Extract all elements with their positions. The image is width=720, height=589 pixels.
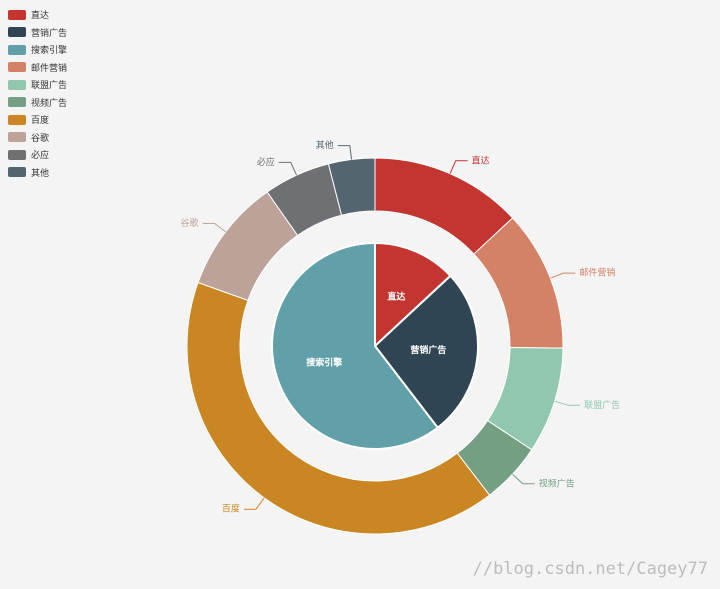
legend-label: 联盟广告	[31, 81, 68, 92]
legend-item[interactable]: 百度	[8, 111, 67, 129]
outer-slice-label: 联盟广告	[584, 399, 620, 411]
legend-item[interactable]: 谷歌	[8, 129, 67, 147]
legend-item[interactable]: 直达	[8, 6, 67, 24]
chart-legend: 直达营销广告搜索引擎邮件营销联盟广告视频广告百度谷歌必应其他	[8, 6, 67, 181]
legend-swatch	[8, 114, 26, 125]
legend-item[interactable]: 邮件营销	[8, 59, 67, 77]
legend-label: 邮件营销	[31, 63, 68, 74]
legend-item[interactable]: 营销广告	[8, 24, 67, 42]
watermark: //blog.csdn.net/Cagey77	[472, 559, 708, 579]
inner-slice-label: 直达	[387, 290, 405, 302]
legend-swatch	[8, 27, 26, 38]
legend-swatch	[8, 132, 26, 143]
legend-label: 视频广告	[31, 98, 68, 109]
outer-slice-label: 百度	[222, 503, 240, 515]
legend-item[interactable]: 其他	[8, 164, 67, 182]
inner-slice[interactable]	[271, 241, 440, 450]
legend-swatch	[8, 9, 26, 20]
legend-label: 百度	[31, 116, 50, 127]
legend-swatch	[8, 149, 26, 160]
label-leader-line	[554, 400, 581, 406]
outer-slice-label: 直达	[472, 154, 490, 166]
inner-slice-label: 营销广告	[410, 344, 446, 356]
label-leader-line	[512, 473, 535, 485]
legend-label: 其他	[31, 168, 50, 179]
legend-swatch	[8, 44, 26, 55]
legend-label: 直达	[31, 11, 50, 22]
legend-swatch	[8, 79, 26, 90]
outer-slice-label: 必应	[257, 156, 275, 168]
label-leader-line	[550, 272, 576, 279]
inner-slice[interactable]	[373, 274, 479, 430]
outer-slice-label: 视频广告	[539, 477, 575, 489]
outer-slice-label: 谷歌	[180, 217, 198, 229]
outer-slice-label: 邮件营销	[579, 267, 615, 279]
legend-item[interactable]: 视频广告	[8, 94, 67, 112]
legend-label: 必应	[31, 151, 50, 162]
legend-item[interactable]: 搜索引擎	[8, 41, 67, 59]
legend-item[interactable]: 联盟广告	[8, 76, 67, 94]
legend-swatch	[8, 97, 26, 108]
inner-slice[interactable]	[374, 241, 452, 349]
legend-label: 谷歌	[31, 133, 50, 144]
inner-slice-label: 搜索引擎	[306, 357, 342, 369]
legend-swatch	[8, 167, 26, 178]
label-leader-line	[337, 145, 353, 160]
label-leader-line	[278, 161, 298, 176]
label-leader-line	[243, 497, 265, 510]
legend-label: 搜索引擎	[31, 46, 68, 57]
outer-slice[interactable]	[186, 281, 491, 535]
outer-slice-label: 其他	[316, 139, 334, 151]
outer-slice[interactable]	[327, 157, 376, 216]
label-leader-line	[449, 160, 468, 174]
legend-swatch	[8, 62, 26, 73]
legend-label: 营销广告	[31, 28, 68, 39]
legend-item[interactable]: 必应	[8, 146, 67, 164]
label-leader-line	[202, 222, 226, 233]
